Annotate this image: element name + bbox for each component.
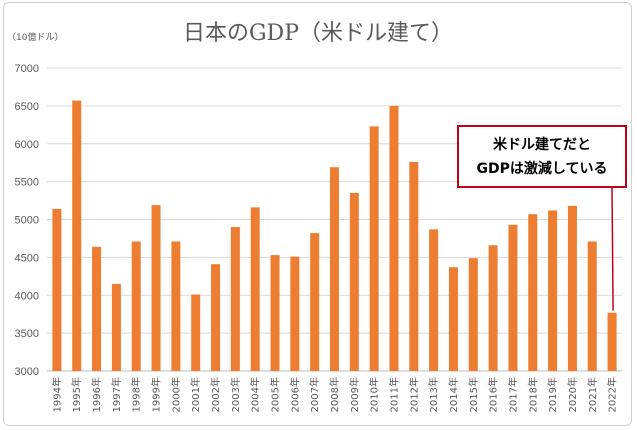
x-tick-label: 2005年 <box>269 377 282 412</box>
x-axis-ticks: 1994年 1995年 1996年 1997年 1998年 1999年 2000年 2001年… <box>50 377 618 412</box>
x-tick-label: 2000年 <box>169 377 182 412</box>
y-tick-label: 6500 <box>15 101 39 113</box>
x-tick-label: 2015年 <box>467 377 480 412</box>
bar <box>92 246 102 371</box>
x-tick-label: 2009年 <box>348 377 361 412</box>
x-tick-label: 2012年 <box>407 377 420 412</box>
bar <box>270 255 280 371</box>
bar <box>111 283 121 371</box>
bar <box>607 312 617 371</box>
chart-title: 日本のGDP（米ドル建て） <box>183 21 453 46</box>
x-tick-label: 2008年 <box>328 377 341 412</box>
bar <box>131 241 141 371</box>
bar <box>448 267 458 371</box>
bar <box>250 207 260 371</box>
bar <box>171 241 181 371</box>
bar <box>488 245 498 371</box>
y-tick-label: 4000 <box>15 290 39 302</box>
bar <box>429 229 439 371</box>
y-tick-label: 3500 <box>15 328 39 340</box>
x-tick-label: 2010年 <box>368 377 381 412</box>
bar <box>587 241 597 371</box>
x-tick-label: 2001年 <box>189 377 202 412</box>
bar <box>330 167 339 371</box>
bar <box>230 227 240 371</box>
bar <box>151 205 161 371</box>
x-tick-label: 1998年 <box>130 377 143 412</box>
x-tick-label: 1995年 <box>70 377 83 412</box>
annotation-line-1: 米ドル建てだと <box>493 136 591 153</box>
x-tick-label: 2022年 <box>606 377 619 412</box>
annotation-line-2: GDPは激減している <box>476 160 608 177</box>
x-tick-label: 2018年 <box>526 377 539 412</box>
x-tick-label: 2017年 <box>506 377 519 412</box>
y-tick-label: 5000 <box>15 215 39 227</box>
bar <box>468 258 478 371</box>
x-tick-label: 2013年 <box>427 377 440 412</box>
x-tick-label: 2016年 <box>487 377 500 412</box>
bar-layer <box>52 100 617 371</box>
bar <box>528 214 538 371</box>
annotation-callout: 米ドル建てだと GDPは激減している <box>457 125 627 188</box>
bar <box>290 256 300 371</box>
bar <box>310 233 320 371</box>
bar <box>52 208 62 371</box>
bar <box>211 264 221 371</box>
bar <box>349 192 359 371</box>
x-tick-label: 2004年 <box>249 377 262 412</box>
unit-label: （10億ドル） <box>7 31 63 43</box>
x-tick-label: 1999年 <box>150 377 163 412</box>
x-tick-label: 2006年 <box>288 377 301 412</box>
x-tick-label: 1994年 <box>50 377 63 412</box>
annotation-leader-line <box>611 187 614 311</box>
x-tick-label: 2003年 <box>229 377 242 412</box>
x-tick-label: 1997年 <box>110 377 123 412</box>
x-tick-label: 2007年 <box>308 377 321 412</box>
x-tick-label: 2002年 <box>209 377 222 412</box>
bar <box>191 294 201 371</box>
bar <box>508 224 518 371</box>
x-tick-label: 2019年 <box>546 377 559 412</box>
y-tick-label: 7000 <box>15 63 39 75</box>
y-tick-label: 6000 <box>15 139 39 151</box>
x-tick-label: 2011年 <box>387 377 400 412</box>
y-tick-label: 4500 <box>15 252 39 264</box>
x-tick-label: 1996年 <box>90 377 103 412</box>
y-tick-label: 5500 <box>15 177 39 189</box>
x-tick-label: 2021年 <box>586 377 599 412</box>
x-tick-label: 2020年 <box>566 377 579 412</box>
bar <box>389 105 399 371</box>
bar <box>567 205 577 371</box>
x-tick-label: 2014年 <box>447 377 460 412</box>
bar <box>369 126 379 371</box>
y-tick-label: 3000 <box>15 366 39 378</box>
bar <box>548 210 558 371</box>
bar <box>409 161 419 371</box>
y-axis-ticks: 3000 3500 4000 4500 5000 5500 6000 6500 7000 <box>15 63 39 378</box>
bar <box>72 100 82 371</box>
